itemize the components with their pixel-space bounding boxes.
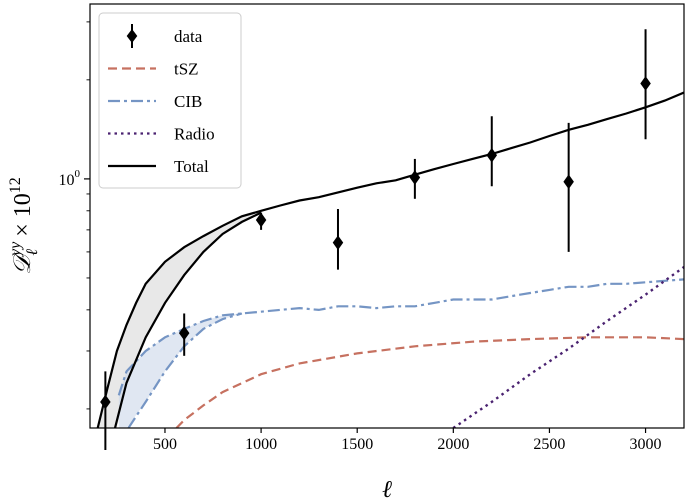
y-axis-label-times: × 10 [10,193,36,237]
data-point [486,147,498,163]
y-axis-label-exp: 12 [7,177,24,193]
data-point [563,174,574,190]
legend: data tSZ CIB Radio Total [98,12,242,189]
legend-label-tsz: tSZ [174,60,199,79]
x-axis-ticks: 500 1000 1500 2000 2500 3000 [153,428,662,453]
y-axis-label-sub: ℓ [24,249,41,256]
y-axis-label: 𝒟ℓyy× 1012 [7,177,41,275]
data-point [640,76,651,91]
y-tick-label: 100 [59,168,81,189]
data-point [332,235,344,251]
data-points [100,29,651,451]
x-axis-label: ℓ [382,477,392,499]
x-tick-label: 1500 [341,436,373,453]
data-point [409,170,421,185]
x-tick-label: 2000 [437,436,469,453]
legend-label-cib: CIB [174,92,202,111]
series-line-total-lower-bound- [113,211,262,428]
plot-frame [89,3,685,429]
series-line-radio [452,266,684,428]
legend-label-radio: Radio [174,125,215,144]
x-tick-label: 2500 [533,436,565,453]
legend-box [98,12,242,189]
x-tick-label: 1000 [245,436,277,453]
legend-swatch [126,29,138,43]
legend-label-data: data [174,27,203,46]
uncertainty-bands [97,210,262,428]
data-point [100,394,111,410]
svg-text:𝒟ℓyy× 1012: 𝒟ℓyy× 1012 [7,177,41,275]
series-lines [96,91,684,428]
data-point [255,212,267,228]
x-tick-label: 500 [153,436,177,453]
y-axis-label-sup: yy [7,241,24,258]
band-1 [118,313,242,428]
band-0 [97,210,262,428]
x-tick-label: 3000 [630,436,662,453]
y-axis-ticks: 100 [59,21,90,410]
series-line-tsz [175,336,684,428]
series-line-total [96,91,684,428]
series-line-cib [117,278,684,396]
data-point [178,325,190,341]
legend-label-total: Total [174,157,209,176]
